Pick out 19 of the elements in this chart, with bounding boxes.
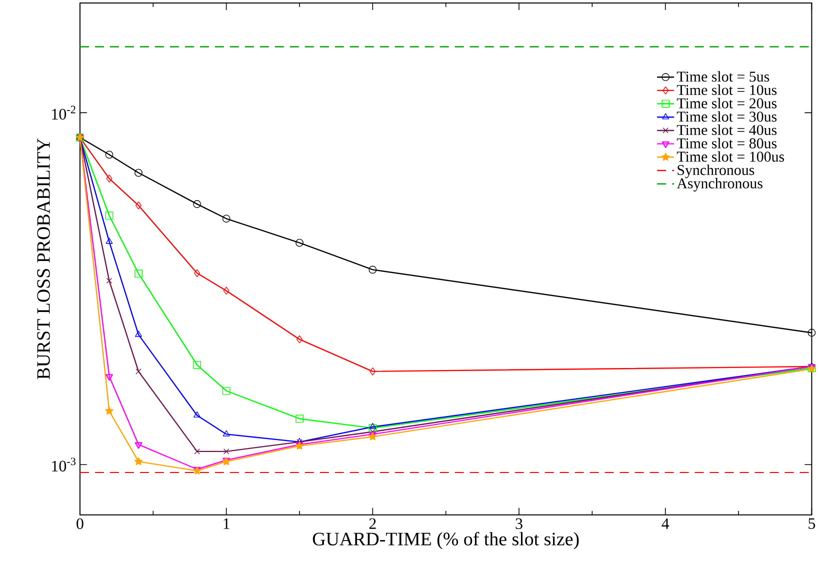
legend-label: Asynchronous — [676, 178, 762, 192]
x-tick-label: 1 — [224, 518, 230, 529]
y-axis-title: BURST LOSS PROBABILITY — [37, 138, 50, 380]
x-axis-title: GUARD-TIME (% of the slot size) — [312, 532, 579, 550]
legend-label: Synchronous — [678, 164, 754, 178]
legend-label: Time slot = 10us — [676, 84, 777, 96]
x-tick-label: 0 — [76, 518, 84, 530]
x-tick-label: 4 — [662, 518, 670, 529]
legend-label: Time slot = 5us — [676, 71, 770, 82]
x-tick-label: 5 — [808, 518, 816, 530]
x-tick-label: 3 — [516, 518, 522, 530]
legend-label: Time slot = 80us — [676, 138, 777, 148]
legend-label: Time slot = 100us — [676, 151, 784, 162]
x-tick-label: 2 — [369, 518, 376, 529]
legend-label: Time slot = 40us — [676, 124, 777, 136]
legend-label: Time slot = 30us — [676, 111, 777, 122]
y-tick-label: 10$^{-3}$ — [52, 458, 76, 472]
y-tick-label: 10$^{-2}$ — [52, 106, 76, 120]
legend-label: Time slot = 20us — [676, 98, 777, 108]
